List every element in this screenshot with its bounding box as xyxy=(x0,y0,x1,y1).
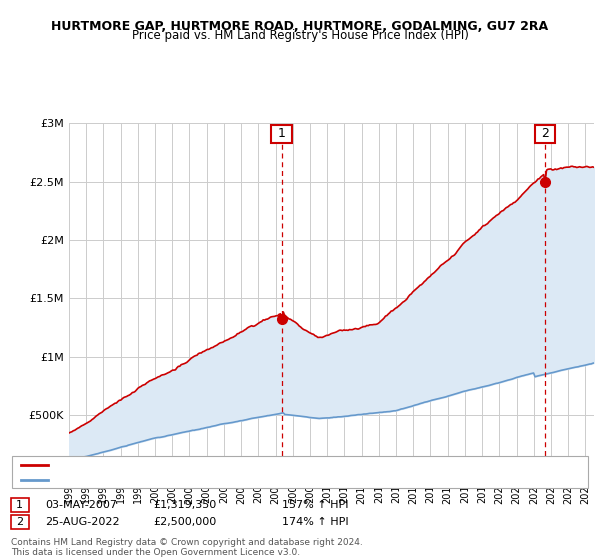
Text: 25-AUG-2022: 25-AUG-2022 xyxy=(45,517,119,527)
Text: 1: 1 xyxy=(16,500,23,510)
Text: Contains HM Land Registry data © Crown copyright and database right 2024.
This d: Contains HM Land Registry data © Crown c… xyxy=(11,538,362,557)
Text: £2,500,000: £2,500,000 xyxy=(153,517,216,527)
Text: 1: 1 xyxy=(278,127,286,141)
Text: £1,319,350: £1,319,350 xyxy=(153,500,216,510)
Text: 2: 2 xyxy=(541,127,549,141)
Text: 157% ↑ HPI: 157% ↑ HPI xyxy=(282,500,349,510)
Text: HURTMORE GAP, HURTMORE ROAD, HURTMORE, GODALMING, GU7 2RA (detached hous: HURTMORE GAP, HURTMORE ROAD, HURTMORE, G… xyxy=(54,460,510,470)
Text: 2: 2 xyxy=(16,517,23,527)
Text: 174% ↑ HPI: 174% ↑ HPI xyxy=(282,517,349,527)
Text: Price paid vs. HM Land Registry's House Price Index (HPI): Price paid vs. HM Land Registry's House … xyxy=(131,29,469,42)
Text: HURTMORE GAP, HURTMORE ROAD, HURTMORE, GODALMING, GU7 2RA: HURTMORE GAP, HURTMORE ROAD, HURTMORE, G… xyxy=(52,20,548,32)
Text: HPI: Average price, detached house, Guildford: HPI: Average price, detached house, Guil… xyxy=(54,474,295,484)
Text: 03-MAY-2007: 03-MAY-2007 xyxy=(45,500,117,510)
